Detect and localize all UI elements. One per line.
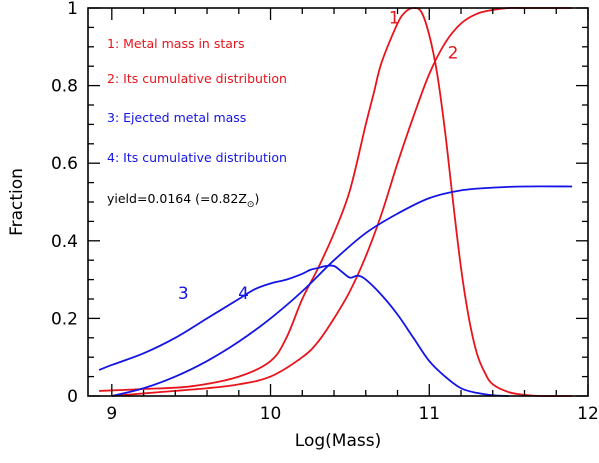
x-tick-label: 11 [418, 404, 440, 424]
y-tick-label: 1 [67, 0, 78, 19]
series-1-label: 1 [389, 9, 400, 29]
x-tick-label: 9 [106, 404, 117, 424]
y-axis-title: Fraction [7, 168, 27, 236]
x-axis-title: Log(Mass) [295, 431, 381, 451]
yield-note-close: ) [254, 191, 259, 206]
y-tick-label: 0.8 [51, 77, 78, 97]
legend: 1: Metal mass in stars 2: Its cumulative … [107, 36, 287, 165]
x-tick-label: 10 [260, 404, 282, 424]
legend-entry: 3: Ejected metal mass [107, 110, 246, 125]
legend-entry: 2: Its cumulative distribution [107, 71, 287, 86]
series-4-label: 4 [238, 284, 249, 304]
series-4-line [111, 185, 573, 397]
yield-note-main: yield=0.0164 (=0.82Z [107, 191, 247, 206]
y-tick-label: 0.4 [51, 232, 78, 252]
y-tick-label: 0 [67, 387, 78, 407]
series-3-line [98, 264, 509, 397]
legend-entry: 4: Its cumulative distribution [107, 150, 287, 165]
series-3-label: 3 [178, 284, 189, 304]
curve-labels: 1 2 3 4 [178, 9, 459, 304]
y-tick-label: 0.2 [51, 309, 78, 329]
solar-symbol: ⊙ [247, 200, 255, 210]
y-tick-label: 0.6 [51, 154, 78, 174]
yield-note: yield=0.0164 (=0.82Z⊙) [107, 191, 259, 210]
legend-entry: 1: Metal mass in stars [107, 36, 245, 51]
series-2-label: 2 [448, 43, 459, 63]
x-tick-label: 12 [577, 404, 599, 424]
